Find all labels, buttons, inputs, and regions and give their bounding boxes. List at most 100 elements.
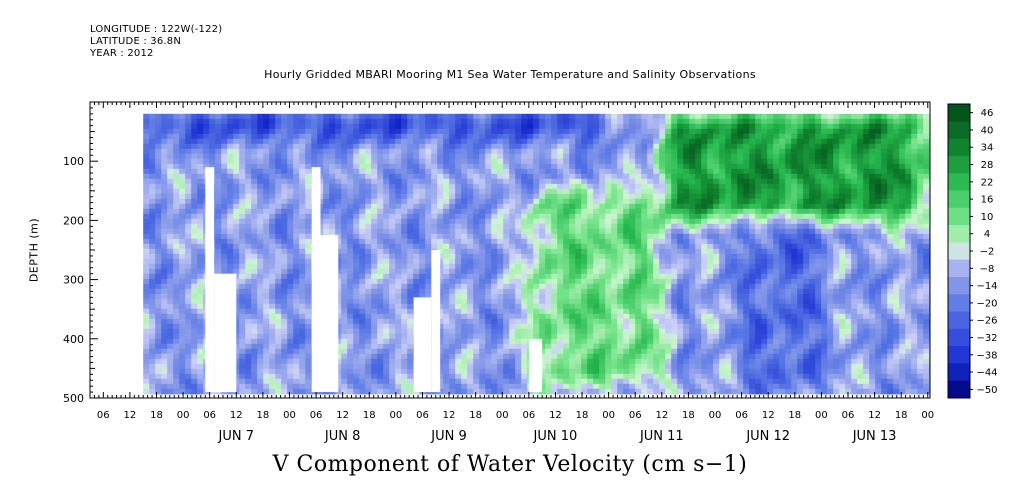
heatmap-cell	[647, 148, 654, 155]
heatmap-cell	[389, 243, 396, 250]
heatmap-cell	[299, 353, 306, 360]
heatmap-cell	[203, 158, 210, 165]
heatmap-cell	[377, 198, 384, 205]
heatmap-cell	[569, 123, 576, 130]
heatmap-cell	[365, 388, 372, 395]
heatmap-cell	[581, 203, 588, 210]
heatmap-cell	[473, 358, 480, 365]
heatmap-cell	[149, 208, 156, 215]
heatmap-cell	[269, 248, 276, 255]
heatmap-cell	[329, 148, 336, 155]
heatmap-cell	[455, 258, 462, 265]
heatmap-cell	[665, 293, 672, 300]
heatmap-cell	[485, 268, 492, 275]
heatmap-cell	[233, 323, 240, 330]
heatmap-cell	[173, 193, 180, 200]
heatmap-cell	[629, 148, 636, 155]
heatmap-cell	[197, 303, 204, 310]
heatmap-cell	[569, 318, 576, 325]
heatmap-cell	[641, 113, 648, 120]
heatmap-cell	[671, 188, 678, 195]
heatmap-cell	[557, 208, 564, 215]
heatmap-cell	[521, 388, 528, 395]
heatmap-cell	[167, 228, 174, 235]
heatmap-cell	[275, 263, 282, 270]
heatmap-cell	[443, 373, 450, 380]
heatmap-cell	[479, 318, 486, 325]
heatmap-cell	[665, 343, 672, 350]
heatmap-cell	[575, 113, 582, 120]
heatmap-cell	[293, 163, 300, 170]
heatmap-cell	[665, 233, 672, 240]
heatmap-cell	[527, 148, 534, 155]
heatmap-cell	[551, 158, 558, 165]
heatmap-cell	[617, 213, 624, 220]
heatmap-cell	[575, 248, 582, 255]
heatmap-cell	[443, 273, 450, 280]
heatmap-cell	[653, 343, 660, 350]
heatmap-cell	[233, 293, 240, 300]
heatmap-cell	[371, 268, 378, 275]
heatmap-cell	[491, 363, 498, 370]
heatmap-cell	[449, 203, 456, 210]
heatmap-cell	[239, 193, 246, 200]
heatmap-cell	[659, 298, 666, 305]
heatmap-cell	[287, 218, 294, 225]
heatmap-cell	[599, 358, 606, 365]
heatmap-cell	[149, 213, 156, 220]
heatmap-cell	[413, 143, 420, 150]
heatmap-cell	[599, 303, 606, 310]
heatmap-cell	[461, 183, 468, 190]
heatmap-cell	[467, 163, 474, 170]
heatmap-cell	[401, 208, 408, 215]
heatmap-cell	[515, 348, 522, 355]
heatmap-cell	[659, 223, 666, 230]
heatmap-cell	[341, 308, 348, 315]
heatmap-cell	[287, 133, 294, 140]
heatmap-cell	[251, 383, 258, 390]
heatmap-cell	[659, 283, 666, 290]
heatmap-cell	[335, 118, 342, 125]
heatmap-cell	[401, 123, 408, 130]
heatmap-cell	[479, 298, 486, 305]
heatmap-cell	[251, 163, 258, 170]
heatmap-cell	[419, 238, 426, 245]
heatmap-cell	[407, 203, 414, 210]
heatmap-cell	[425, 133, 432, 140]
heatmap-cell	[461, 278, 468, 285]
heatmap-cell	[341, 278, 348, 285]
heatmap-cell	[497, 368, 504, 375]
heatmap-cell	[533, 328, 540, 335]
heatmap-cell	[359, 353, 366, 360]
heatmap-cell	[227, 233, 234, 240]
heatmap-cell	[473, 328, 480, 335]
heatmap-cell	[563, 278, 570, 285]
heatmap-cell	[275, 223, 282, 230]
heatmap-cell	[281, 123, 288, 130]
heatmap-cell	[647, 233, 654, 240]
heatmap-cell	[347, 353, 354, 360]
heatmap-cell	[641, 118, 648, 125]
heatmap-cell	[251, 128, 258, 135]
heatmap-cell	[305, 243, 312, 250]
heatmap-cell	[479, 343, 486, 350]
heatmap-cell	[671, 288, 678, 295]
heatmap-cell	[281, 368, 288, 375]
heatmap-cell	[221, 168, 228, 175]
heatmap-cell	[641, 208, 648, 215]
heatmap-cell	[413, 198, 420, 205]
heatmap-cell	[593, 223, 600, 230]
heatmap-cell	[359, 193, 366, 200]
heatmap-cell	[269, 318, 276, 325]
heatmap-cell	[557, 313, 564, 320]
heatmap-cell	[497, 218, 504, 225]
heatmap-cell	[575, 343, 582, 350]
heatmap-cell	[431, 193, 438, 200]
heatmap-cell	[293, 148, 300, 155]
heatmap-cell	[485, 148, 492, 155]
heatmap-cell	[245, 328, 252, 335]
heatmap-cell	[449, 368, 456, 375]
heatmap-cell	[479, 138, 486, 145]
heatmap-cell	[629, 348, 636, 355]
heatmap-cell	[353, 213, 360, 220]
